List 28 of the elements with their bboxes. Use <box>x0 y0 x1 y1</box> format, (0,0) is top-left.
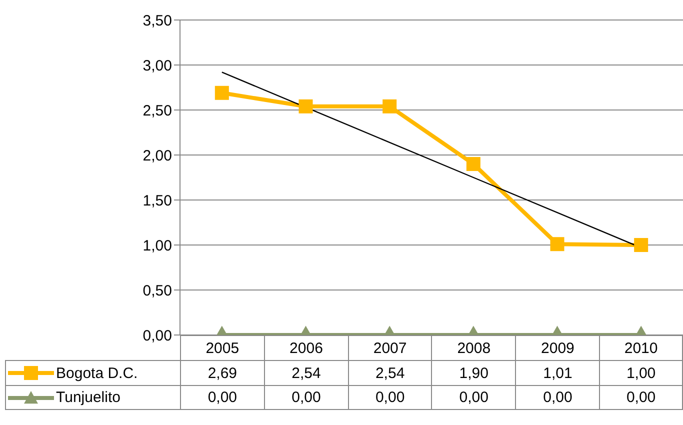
data-label: 0,00 <box>599 385 683 410</box>
y-tick-label: 0,50 <box>142 282 172 300</box>
x-tick-label: 2007 <box>348 335 432 360</box>
y-tick-label: 0,00 <box>142 327 172 344</box>
x-tick-label: 2005 <box>180 335 264 360</box>
x-tick-label: 2008 <box>431 335 516 360</box>
data-label: 2,54 <box>348 360 432 385</box>
data-label: 1,90 <box>431 360 516 385</box>
y-tick-label: 3,00 <box>142 57 172 74</box>
x-tick-label: 2009 <box>515 335 600 360</box>
data-label: 0,00 <box>431 385 516 410</box>
data-label: 1,01 <box>515 360 600 385</box>
data-label: 0,00 <box>348 385 432 410</box>
x-tick-label: 2006 <box>264 335 348 360</box>
y-tick-label: 1,50 <box>142 192 172 210</box>
data-label: 0,00 <box>264 385 348 410</box>
data-label: 0,00 <box>180 385 264 410</box>
legend-label: Tunjuelito <box>56 389 120 406</box>
data-label: 2,54 <box>264 360 348 385</box>
y-tick-label: 3,50 <box>142 12 172 30</box>
y-tick-label: 2,00 <box>142 147 172 164</box>
legend-label: Bogota D.C. <box>56 364 138 382</box>
data-label: 0,00 <box>515 385 600 410</box>
data-label: 2,69 <box>180 360 264 385</box>
y-tick-label: 1,00 <box>142 237 172 254</box>
y-tick-label: 2,50 <box>142 102 172 120</box>
x-tick-label: 2010 <box>599 335 683 360</box>
data-label: 1,00 <box>599 360 683 385</box>
